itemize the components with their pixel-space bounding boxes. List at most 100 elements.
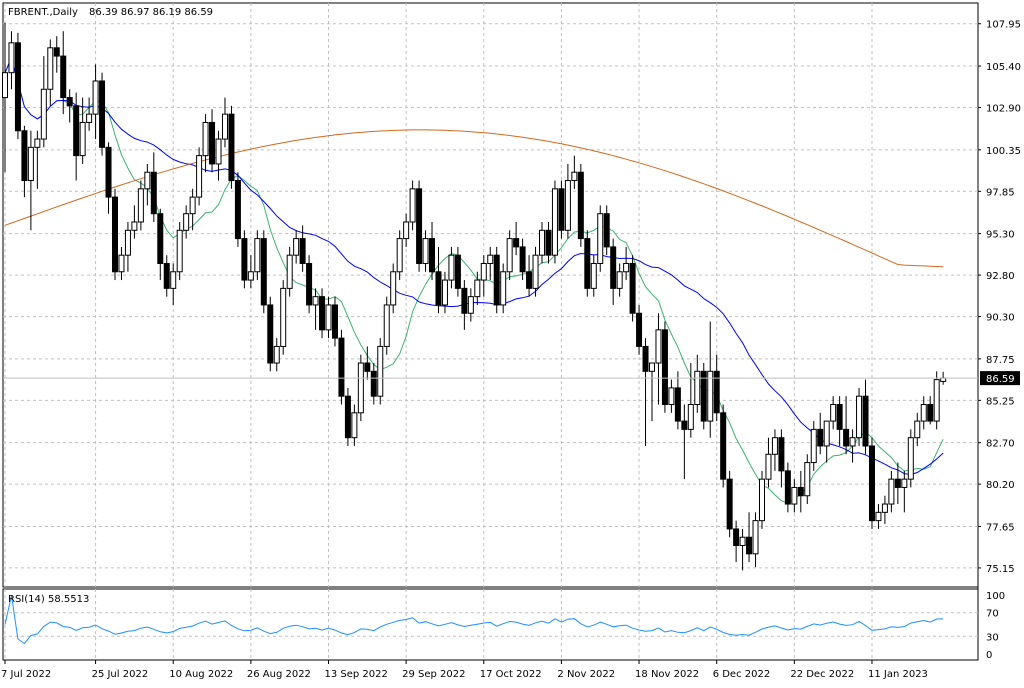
candle-body-bear — [60, 55, 67, 99]
candle — [817, 412, 824, 455]
time-axis-tick-label: 13 Sep 2022 — [325, 669, 388, 680]
current-price-label: 86.59 — [986, 374, 1015, 385]
candle — [137, 180, 144, 231]
candle — [778, 429, 785, 488]
candle — [532, 246, 539, 297]
price-axis-tick-label: 85.25 — [986, 396, 1015, 407]
candle — [312, 288, 319, 330]
candle — [319, 288, 326, 339]
candle-body-bull — [739, 536, 746, 547]
candle-body-bull — [616, 271, 623, 289]
candle-body-bull — [707, 370, 714, 422]
candle-body-bear — [558, 188, 565, 231]
candle-body-bull — [907, 437, 914, 480]
candle-body-bear — [241, 238, 248, 281]
candle — [209, 109, 216, 173]
candle — [47, 39, 54, 106]
ma-slow-line — [4, 129, 944, 268]
candle — [105, 142, 112, 214]
candle — [254, 230, 261, 281]
candle — [797, 470, 804, 513]
time-axis-tick-label: 6 Dec 2022 — [713, 669, 771, 680]
candle-body-bear — [778, 437, 785, 472]
candle — [649, 362, 655, 422]
candle-body-bear — [661, 329, 668, 405]
candle-body-bull — [649, 362, 655, 372]
rsi-line — [4, 595, 944, 645]
candle — [487, 246, 494, 281]
candles — [2, 22, 947, 571]
candle — [60, 31, 67, 115]
candle-body-bear — [306, 262, 313, 306]
candle-body-bear — [726, 478, 733, 530]
candle-body-bear — [526, 271, 533, 289]
candle — [668, 379, 675, 413]
candle-body-bull — [183, 213, 190, 231]
candle — [603, 205, 610, 256]
candle-body-bear — [73, 105, 80, 157]
candle-body-bull — [564, 180, 571, 231]
candle — [610, 238, 617, 305]
candle — [370, 363, 377, 405]
candle-body-bear — [836, 404, 843, 430]
price-axis-tick-label: 95.30 — [986, 230, 1015, 241]
candle-body-bear — [636, 312, 643, 347]
candle-body-bull — [357, 362, 364, 414]
candle — [280, 280, 287, 355]
candle — [687, 363, 694, 438]
candle-body-bull — [409, 188, 416, 223]
candle — [435, 246, 442, 314]
time-axis-labels: 7 Jul 2022 25 Jul 2022 10 Aug 2022 26 Aug 2… — [1, 660, 928, 680]
candle-body-bear — [53, 47, 60, 57]
candle — [590, 255, 597, 297]
candle-body-bear — [720, 412, 727, 480]
price-panel-frame — [2, 2, 979, 588]
candle-body-bull — [118, 254, 125, 273]
candle — [571, 155, 578, 189]
candle — [306, 255, 313, 314]
candle — [448, 246, 455, 289]
price-axis-tick-label: 92.80 — [986, 271, 1015, 282]
ohlc-label: 86.39 86.97 86.19 86.59 — [89, 7, 213, 18]
price-axis-tick-label: 90.30 — [986, 313, 1015, 324]
candle-body-bull — [422, 238, 429, 264]
time-axis-tick-label: 7 Jul 2022 — [1, 669, 51, 680]
candle — [293, 230, 300, 264]
candle — [170, 263, 177, 305]
candle — [196, 147, 203, 206]
candle-body-bull — [2, 72, 8, 99]
candle-body-bear — [674, 387, 681, 422]
candle-body-bull — [40, 88, 47, 140]
candle-body-bull — [86, 113, 93, 123]
candle — [584, 230, 591, 297]
candle — [2, 22, 8, 173]
candle-body-bull — [881, 503, 888, 513]
candle — [299, 225, 306, 272]
candle — [344, 387, 351, 446]
candle — [27, 130, 34, 231]
candle-body-bull — [79, 121, 86, 157]
candle — [810, 421, 817, 471]
candle-body-bull — [539, 229, 546, 256]
candle — [836, 396, 843, 446]
candle — [234, 172, 241, 247]
candle-body-bear — [157, 213, 164, 264]
candle-body-bull — [823, 420, 830, 447]
candle — [681, 404, 688, 480]
candle — [467, 288, 474, 322]
candle-body-bull — [170, 271, 177, 289]
candle — [519, 238, 526, 281]
candle-body-bear — [927, 404, 934, 422]
candle-body-bear — [228, 113, 235, 182]
candle — [79, 97, 86, 164]
candle-body-bull — [441, 279, 448, 306]
candle-body-bear — [629, 262, 636, 314]
candle-body-bear — [209, 121, 216, 165]
candle — [73, 92, 80, 181]
candle-body-bull — [403, 221, 410, 240]
candle-body-bear — [642, 345, 649, 372]
candle-body-bear — [577, 171, 584, 240]
candle — [551, 180, 558, 264]
candle — [506, 230, 513, 281]
